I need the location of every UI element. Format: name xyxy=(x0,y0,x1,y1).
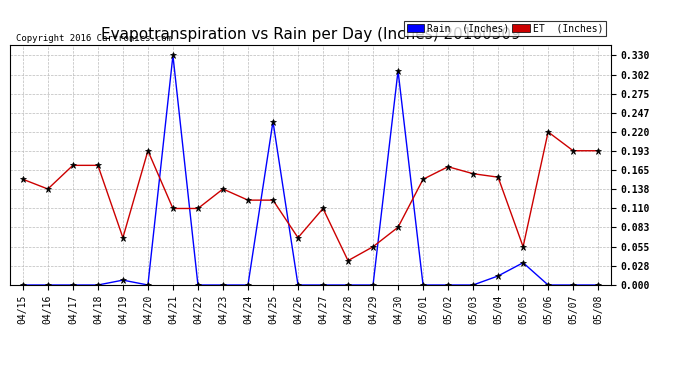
Legend: Rain  (Inches), ET  (Inches): Rain (Inches), ET (Inches) xyxy=(404,21,606,36)
Text: Copyright 2016 Cartronics.com: Copyright 2016 Cartronics.com xyxy=(17,34,172,43)
Title: Evapotranspiration vs Rain per Day (Inches) 20160509: Evapotranspiration vs Rain per Day (Inch… xyxy=(101,27,520,42)
